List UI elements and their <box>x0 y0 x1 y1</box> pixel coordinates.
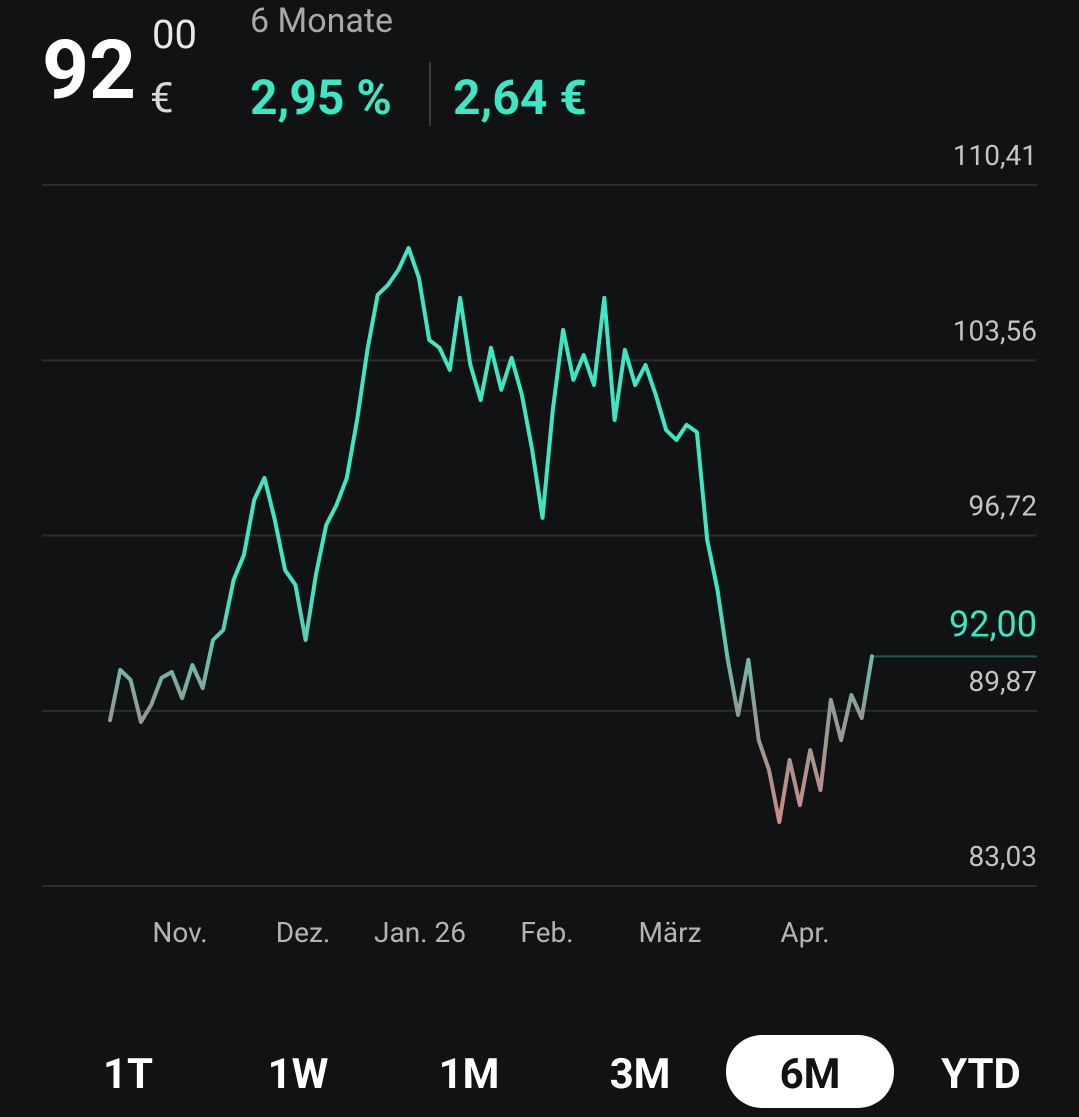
range-button-label: 1W <box>268 1050 329 1099</box>
x-tick-label: Feb. <box>520 916 573 949</box>
currency: € <box>150 74 174 123</box>
x-tick-label: Nov. <box>152 916 207 949</box>
range-button[interactable]: 1T <box>103 1050 153 1099</box>
period: 6 Monate <box>250 1 393 41</box>
range-button[interactable]: 6M <box>726 1035 894 1108</box>
y-tick-label: 103,56 <box>953 314 1037 347</box>
range-button-label: 6M <box>780 1050 841 1099</box>
y-tick-label: 110,41 <box>953 139 1037 172</box>
range-button[interactable]: 3M <box>610 1050 671 1099</box>
range-button[interactable]: 1M <box>439 1050 500 1099</box>
current-price-label: 92,00 <box>949 603 1037 645</box>
range-button-label: 1T <box>103 1050 153 1099</box>
range-button[interactable]: YTD <box>941 1050 1021 1099</box>
x-tick-label: März <box>638 916 701 949</box>
y-tick-label: 83,03 <box>969 840 1037 873</box>
price-line <box>108 246 874 824</box>
change-percent: 2,95 % <box>250 69 392 126</box>
y-tick-label: 96,72 <box>969 490 1037 523</box>
price-decimals: 00 <box>152 11 197 58</box>
range-button-selected-bg <box>726 1035 894 1108</box>
x-tick-label: Dez. <box>276 916 331 949</box>
range-button-label: 3M <box>610 1050 671 1099</box>
x-tick-label: Jan. 26 <box>374 916 466 949</box>
change-absolute: 2,64 € <box>453 69 587 126</box>
price-integer: 92 <box>42 23 136 119</box>
y-tick-label: 89,87 <box>969 665 1037 698</box>
x-tick-label: Apr. <box>780 916 829 949</box>
range-button-label: YTD <box>941 1050 1021 1099</box>
range-button-label: 1M <box>439 1050 500 1099</box>
range-button[interactable]: 1W <box>268 1050 329 1099</box>
